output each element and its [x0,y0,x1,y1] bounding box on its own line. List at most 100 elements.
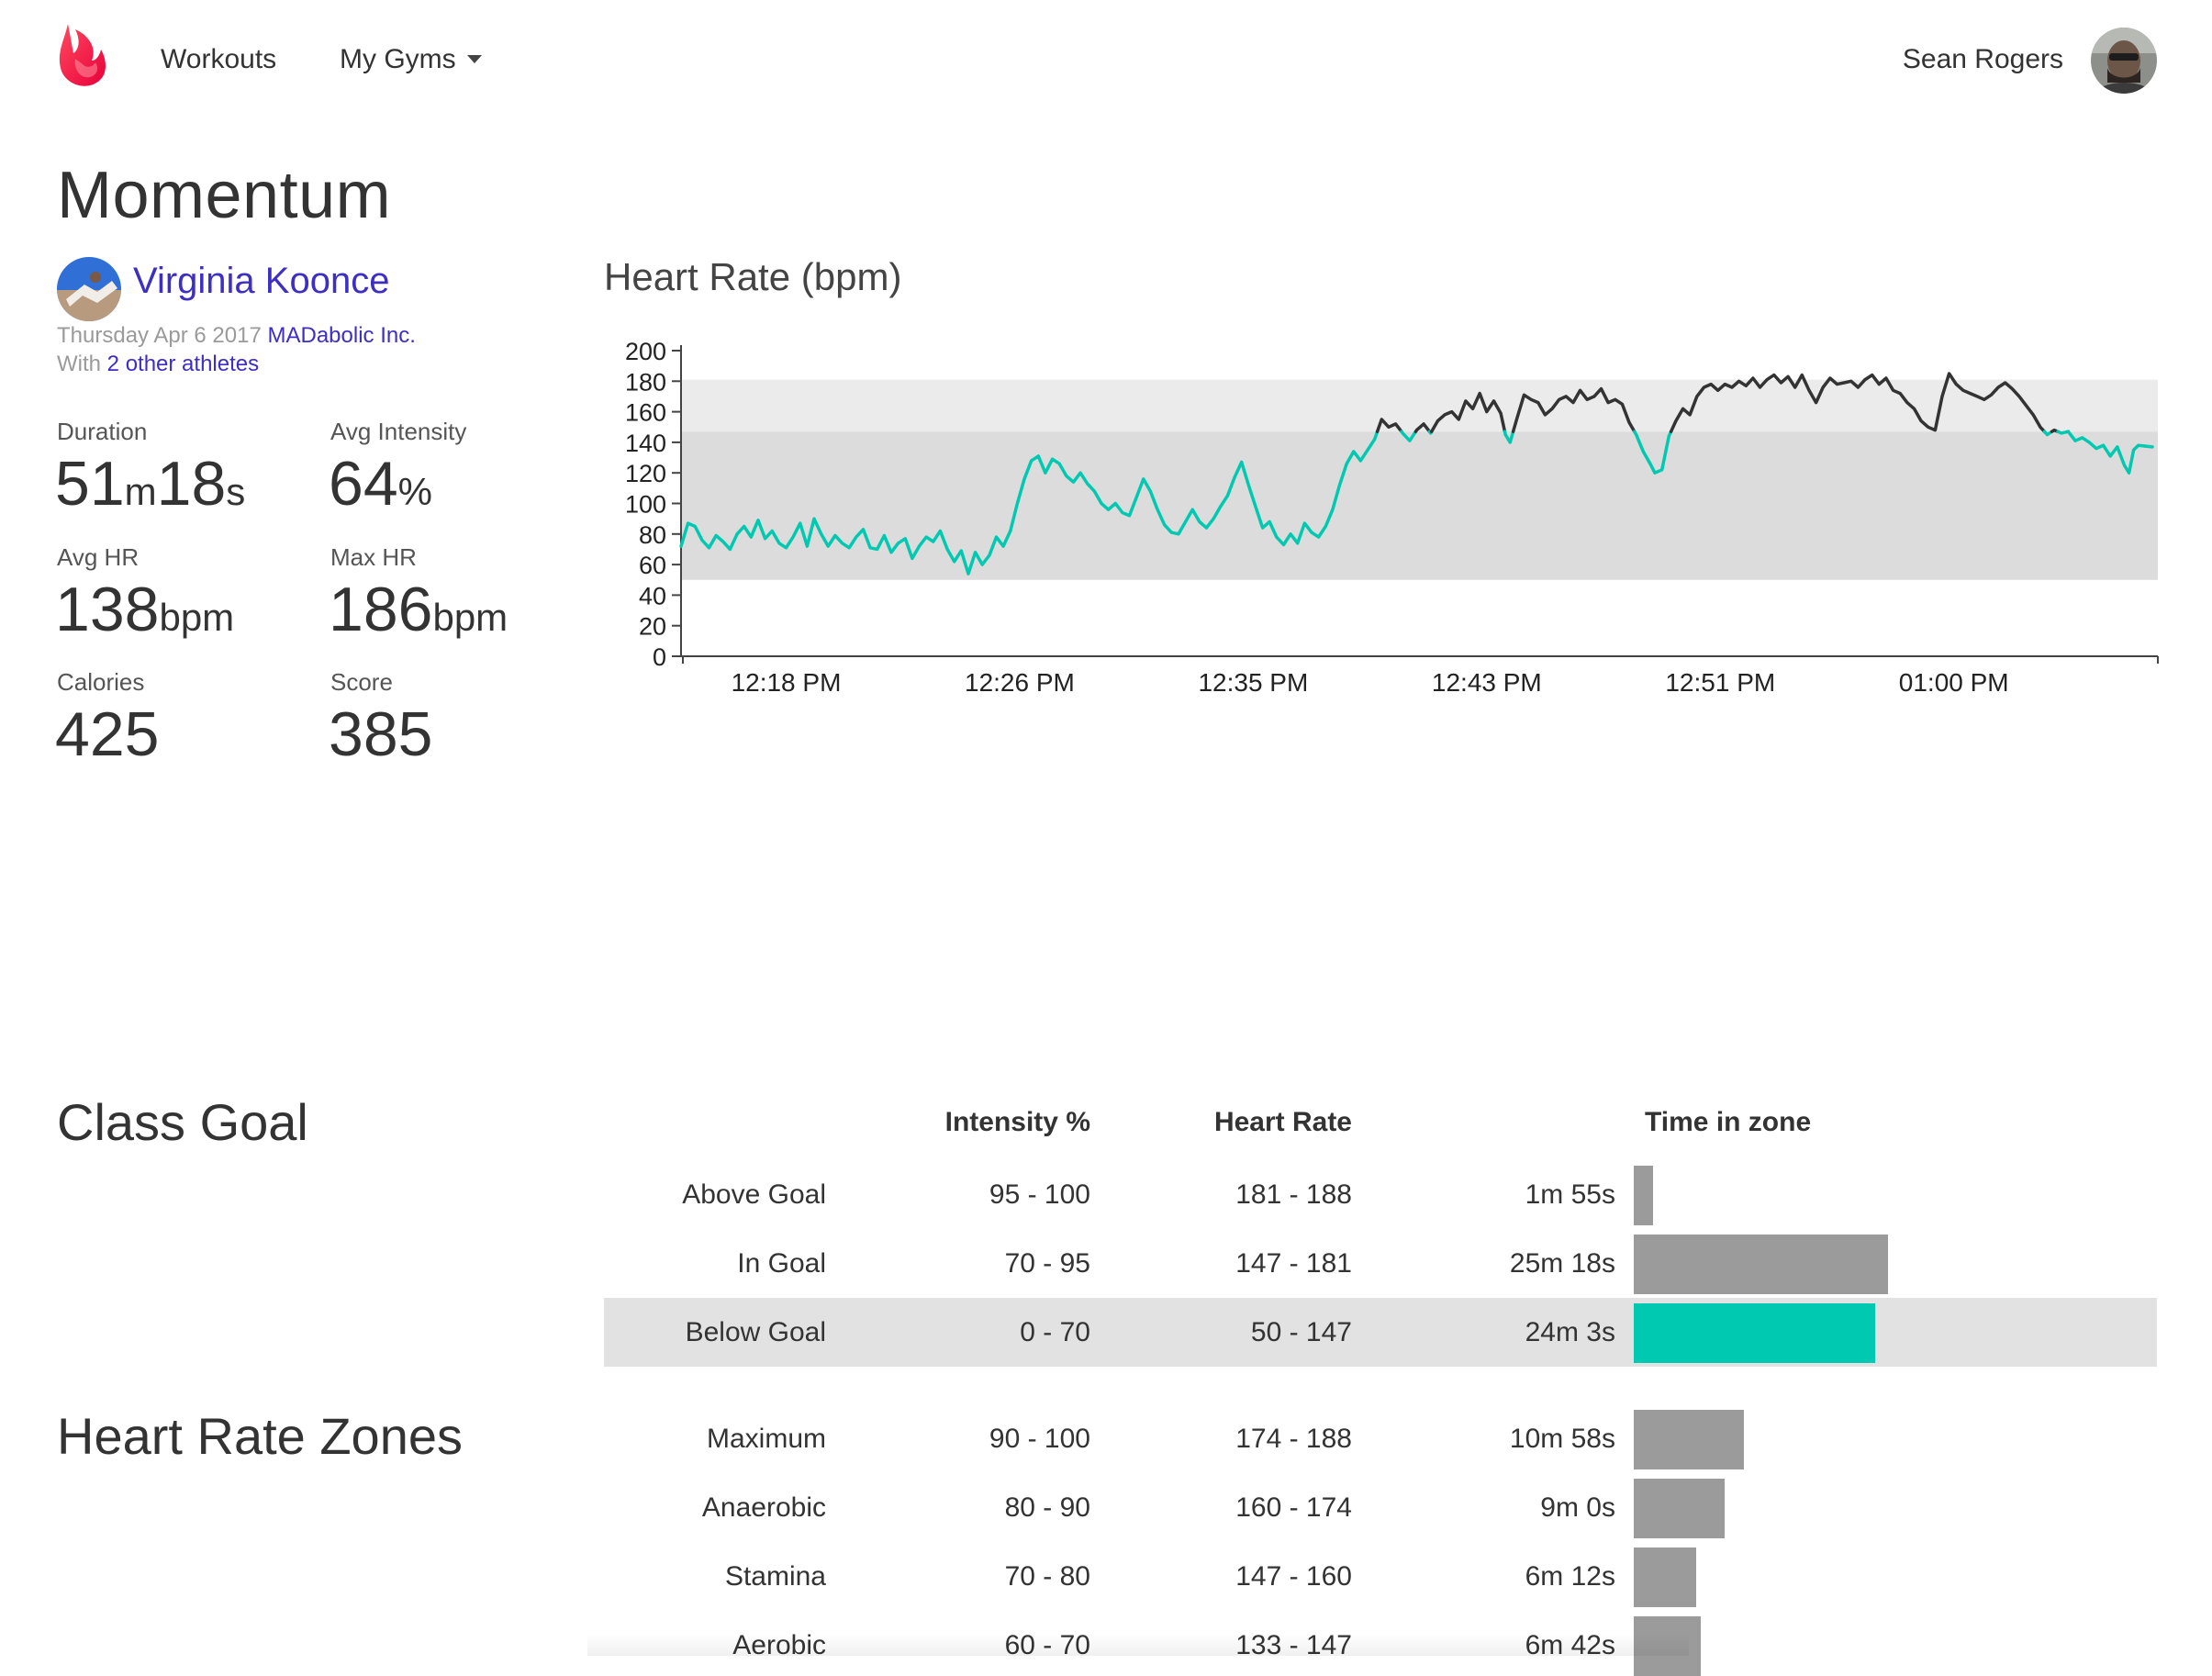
nav-my-gyms[interactable]: My Gyms [340,44,482,75]
stat-value: 186bpm [329,578,508,641]
workout-title: Momentum [57,159,392,232]
stat-label: Max HR [330,543,417,571]
zone-heart-rate: 160 - 174 [1235,1492,1352,1523]
goal-bands [681,379,2158,580]
x-tick-label: 12:35 PM [1198,668,1308,697]
zone-intensity: 70 - 80 [1004,1560,1090,1592]
bottom-fade [587,1634,1689,1656]
time-in-zone-bar [1634,1303,1875,1363]
zone-name: Maximum [706,1423,826,1454]
zone-time: 9m 0s [1540,1492,1615,1523]
class-goal-title: Class Goal [57,1093,308,1151]
stat-label: Score [330,668,393,696]
x-tick-label: 01:00 PM [1899,668,2009,697]
nav-workouts[interactable]: Workouts [161,44,277,74]
zone-heart-rate: 174 - 188 [1235,1423,1352,1454]
zone-name: Stamina [724,1560,826,1592]
stat-unit: bpm [159,596,235,639]
stat-value: 138bpm [55,578,234,641]
user-avatar-image [2091,28,2157,94]
header-heart-rate: Heart Rate [1213,1107,1352,1137]
zone-heart-rate: 147 - 160 [1235,1560,1352,1592]
y-tick-label: 20 [639,613,666,641]
y-tick-label: 40 [639,582,666,609]
hr-line-below-goal [2066,430,2154,475]
stat-unit: m [124,470,157,513]
nav-my-gyms-label: My Gyms [340,44,456,74]
y-tick-label: 140 [625,430,666,457]
hr-line-below-goal [1633,430,1673,475]
zone-time: 6m 12s [1525,1560,1615,1592]
heart-rate-line [679,372,2154,575]
zone-name: In Goal [737,1247,826,1279]
hr-line-above-goal [1413,422,1432,433]
zone-time: 6m 42s [1413,1630,1615,1661]
zone-intensity: 0 - 70 [1020,1316,1090,1347]
zone-time: 24m 3s [1525,1316,1615,1347]
athletes-line: With 2 other athletes [57,352,259,377]
flame-logo-icon [59,24,106,86]
hr-line-above-goal [1429,391,1507,433]
x-tick-label: 12:43 PM [1432,668,1542,697]
stat-unit: s [226,470,246,513]
stat-label: Avg Intensity [330,418,467,445]
zone-intensity: 70 - 95 [1004,1247,1090,1279]
hr-line-below-goal [679,430,1380,575]
stat-label: Calories [57,668,145,696]
y-tick-label: 200 [625,338,666,365]
stat-unit: bpm [432,596,508,639]
stat-number: 64 [329,449,398,519]
chart-title: Heart Rate (bpm) [604,255,902,298]
coach-name-link[interactable]: Virginia Koonce [133,261,390,301]
hr-line-above-goal [1669,372,2047,433]
header-intensity: Intensity % [944,1107,1090,1137]
stat-value: 385 [329,703,432,765]
brand-logo[interactable] [55,22,110,92]
y-tick-label: 180 [625,368,666,396]
time-in-zone-bar [1634,1166,1653,1225]
y-tick-label: 60 [639,552,666,579]
user-name[interactable]: Sean Rogers [1902,44,2063,74]
other-athletes-link[interactable]: 2 other athletes [106,352,260,376]
y-tick-label: 160 [625,399,666,427]
workout-meta-line: Thursday Apr 6 2017 MADabolic Inc. [57,323,416,349]
hr-line-above-goal [1375,418,1403,433]
user-avatar[interactable] [2091,28,2157,94]
zone-intensity: 60 - 70 [881,1630,1090,1661]
coach-avatar[interactable] [57,257,121,321]
stat-value: 64% [329,453,432,515]
y-tick-label: 0 [653,643,666,671]
y-tick-label: 100 [625,491,666,519]
zone-heart-rate: 181 - 188 [1235,1179,1352,1210]
workout-date: Thursday Apr 6 2017 [57,323,262,348]
goal-band [681,431,2158,580]
hr-zones-title: Heart Rate Zones [57,1407,463,1465]
zone-name: Below Goal [685,1316,826,1347]
header-time-in-zone: Time in zone [1645,1107,1812,1137]
stat-label: Duration [57,418,148,445]
with-label: With [57,352,101,376]
zone-heart-rate: 50 - 147 [1250,1316,1352,1347]
gym-link[interactable]: MADabolic Inc. [267,323,416,348]
zone-name: Above Goal [682,1179,826,1210]
zone-intensity: 80 - 90 [1004,1492,1090,1523]
hr-line-below-goal [2056,430,2071,435]
stat-number: 385 [329,699,433,769]
time-in-zone-bar [1634,1410,1744,1469]
zone-name: Anaerobic [701,1492,826,1523]
hr-line-below-goal [1503,430,1515,444]
zone-time: 1m 55s [1525,1179,1615,1210]
zone-intensity: 95 - 100 [989,1179,1090,1210]
stat-number: 186 [329,575,433,644]
stat-label: Avg HR [57,543,140,571]
x-tick-label: 12:51 PM [1665,668,1775,697]
stat-number: 18 [156,449,227,519]
time-in-zone-bar [1634,1548,1696,1607]
coach-avatar-image [57,257,121,321]
x-tick-label: 12:26 PM [965,668,1075,697]
hr-line-below-goal [1400,430,1418,442]
zone-time: 25m 18s [1509,1247,1615,1279]
stat-number: 138 [55,575,160,644]
stat-value: 51m18s [55,453,245,515]
